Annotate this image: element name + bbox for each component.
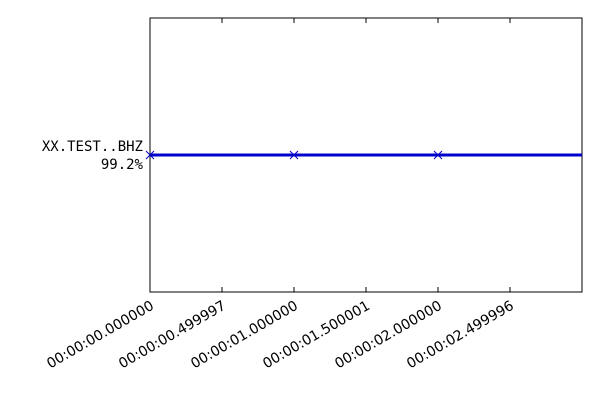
sample-marker [289,150,299,160]
sample-marker [433,150,443,160]
trace-name-label: XX.TEST..BHZ [42,139,143,155]
trace-label-group: XX.TEST..BHZ 99.2% [42,139,144,173]
series-layer [145,150,582,160]
sample-marker [145,150,155,160]
trace-coverage-label: 99.2% [101,157,144,173]
x-ticks: 00:00:00.00000000:00:00.49999700:00:01.0… [44,18,517,372]
